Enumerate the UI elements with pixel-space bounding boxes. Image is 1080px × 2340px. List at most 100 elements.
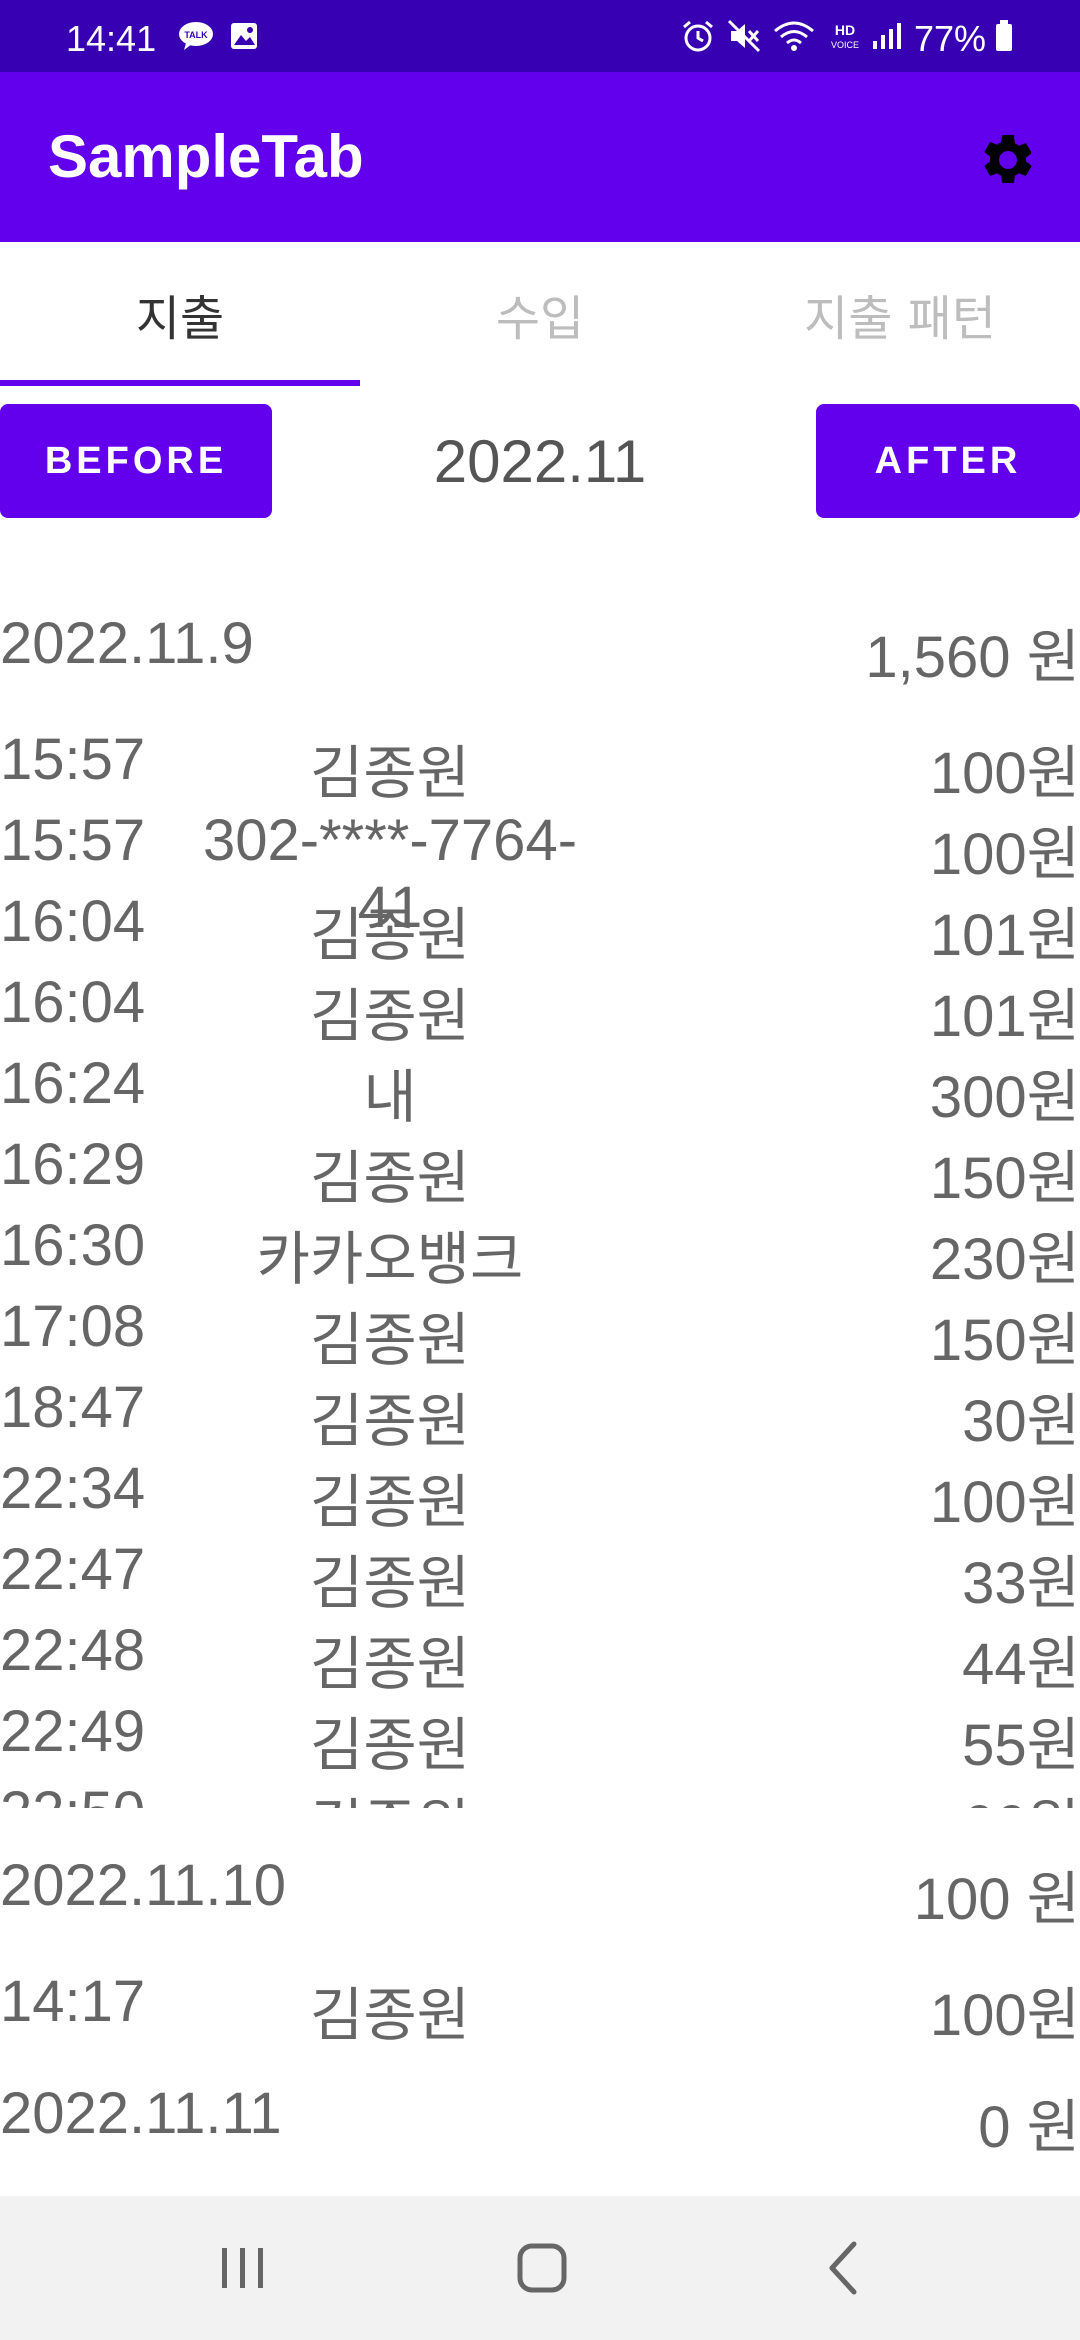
tx-time: 22:50 <box>0 1779 145 1808</box>
tx-amount: 100원 <box>929 1470 1080 1535</box>
transaction-row[interactable]: 22:34 김종원 100원 <box>0 1455 1080 1536</box>
transaction-row[interactable]: 15:57 김종원 100원 <box>0 726 1080 807</box>
tx-time: 22:49 <box>0 1699 146 1764</box>
tx-name: 김종원 <box>309 984 471 1049</box>
tx-time: 16:04 <box>0 889 146 954</box>
status-time: 14:41 <box>66 18 157 59</box>
tx-time: 16:29 <box>0 1132 146 1197</box>
transaction-row[interactable]: 16:04 김종원 101원 <box>0 888 1080 969</box>
tx-amount: 44원 <box>962 1632 1080 1697</box>
tx-name: 김종원 <box>309 1308 471 1373</box>
tx-amount: 55원 <box>962 1713 1080 1778</box>
tx-amount: 66원 <box>962 1779 1080 1808</box>
day-date: 2022.11.9 <box>0 611 254 676</box>
tx-amount: 150원 <box>929 1308 1080 1373</box>
tab-bar: 지출 수입 지출 패턴 <box>0 242 1080 386</box>
transaction-row[interactable]: 22:48 김종원 44원 <box>0 1617 1080 1698</box>
signal-icon <box>870 20 902 52</box>
battery-icon <box>994 20 1014 52</box>
day-header[interactable]: 2022.11.10 100 원 <box>0 1852 1080 1932</box>
svg-text:TALK: TALK <box>184 30 208 40</box>
transaction-row[interactable]: 16:24 내 300원 <box>0 1050 1080 1131</box>
tx-name: 김종원 <box>309 1983 471 2048</box>
day-total: 100 원 <box>913 1867 1080 1932</box>
tx-amount: 100원 <box>929 741 1080 806</box>
day-date: 2022.11.10 <box>0 1853 286 1918</box>
tx-amount: 30원 <box>962 1389 1080 1454</box>
tx-amount: 100원 <box>929 1983 1080 2048</box>
settings-button[interactable] <box>978 130 1038 190</box>
tx-name: 김종원 <box>309 1632 471 1697</box>
app-bar: SampleTab <box>0 72 1080 242</box>
image-icon <box>228 20 260 52</box>
transaction-row[interactable]: 22:50 김종원 66원 <box>0 1779 1080 1808</box>
tx-name: 카카오뱅크 <box>256 1227 524 1292</box>
day-date: 2022.11.11 <box>0 2081 282 2146</box>
tx-time: 18:47 <box>0 1375 146 1440</box>
tx-amount: 230원 <box>929 1227 1080 1292</box>
back-button[interactable] <box>806 2236 886 2300</box>
tx-time: 16:30 <box>0 1213 146 1278</box>
home-button[interactable] <box>502 2236 582 2300</box>
recent-apps-icon <box>222 2248 263 2288</box>
transaction-row[interactable]: 16:30 카카오뱅크 230원 <box>0 1212 1080 1293</box>
svg-text:VOICE: VOICE <box>831 40 859 50</box>
tx-amount: 33원 <box>962 1551 1080 1616</box>
tx-time: 15:57 <box>0 808 146 873</box>
hd-voice-icon: HD VOICE <box>826 20 864 52</box>
day-total: 0 원 <box>978 2095 1080 2160</box>
transaction-row[interactable]: 15:57 302-****-7764-41 100원 <box>0 807 1080 940</box>
tx-amount: 150원 <box>929 1146 1080 1211</box>
talk-icon: TALK <box>178 20 214 52</box>
home-icon <box>517 2243 567 2293</box>
tx-name: 내 <box>363 1065 417 1130</box>
day-header[interactable]: 2022.11.11 0 원 <box>0 2080 1080 2160</box>
system-nav-bar <box>0 2196 1080 2340</box>
tx-time: 22:47 <box>0 1537 146 1602</box>
current-month: 2022.11 <box>433 427 647 495</box>
mute-icon <box>726 19 762 53</box>
tab-expense-pattern[interactable]: 지출 패턴 <box>804 291 996 347</box>
tx-amount: 300원 <box>929 1065 1080 1130</box>
tx-amount: 101원 <box>929 984 1080 1049</box>
tx-name: 김종원 <box>180 1779 600 1808</box>
status-bar: 14:41 TALK HD VOICE 77% <box>0 0 1080 72</box>
transaction-row[interactable]: 18:47 김종원 30원 <box>0 1374 1080 1455</box>
transaction-row[interactable]: 14:17 김종원 100원 <box>0 1968 1080 2049</box>
tab-expense[interactable]: 지출 <box>135 291 225 347</box>
after-button[interactable]: AFTER <box>816 404 1080 518</box>
tx-name: 김종원 <box>309 741 471 806</box>
recent-apps-button[interactable] <box>202 2236 282 2300</box>
tx-time: 16:24 <box>0 1051 146 1116</box>
back-icon <box>829 2241 857 2295</box>
tx-time: 15:57 <box>0 727 146 792</box>
tx-amount: 100원 <box>929 822 1080 887</box>
transaction-row[interactable]: 22:49 김종원 55원 <box>0 1698 1080 1779</box>
tx-time: 17:08 <box>0 1294 146 1359</box>
tx-time: 22:34 <box>0 1456 146 1521</box>
before-button[interactable]: BEFORE <box>0 404 272 518</box>
tx-time: 16:04 <box>0 970 146 1035</box>
transaction-list[interactable]: 15:57 김종원 100원 15:57 302-****-7764-41 100원 1… <box>0 726 1080 1808</box>
tx-name: 김종원 <box>309 1713 471 1778</box>
battery-percent: 77% <box>914 18 987 59</box>
tx-time: 14:17 <box>0 1969 146 2034</box>
day-total: 1,560 원 <box>865 625 1080 690</box>
transaction-row[interactable]: 22:47 김종원 33원 <box>0 1536 1080 1617</box>
transaction-row[interactable]: 17:08 김종원 150원 <box>0 1293 1080 1374</box>
gear-icon <box>984 134 1032 183</box>
tx-name: 김종원 <box>309 1389 471 1454</box>
tx-name: 김종원 <box>309 1470 471 1535</box>
svg-text:HD: HD <box>835 22 855 38</box>
day-header[interactable]: 2022.11.9 1,560 원 <box>0 610 1080 690</box>
tab-indicator <box>0 380 360 386</box>
tx-time: 22:48 <box>0 1618 146 1683</box>
tab-income[interactable]: 수입 <box>495 291 585 347</box>
wifi-icon <box>772 20 816 52</box>
tx-name: 김종원 <box>309 1146 471 1211</box>
tx-name: 302-****-7764-41 <box>202 808 578 940</box>
transaction-row[interactable]: 16:04 김종원 101원 <box>0 969 1080 1050</box>
transaction-row[interactable]: 16:29 김종원 150원 <box>0 1131 1080 1212</box>
tx-amount: 101원 <box>929 903 1080 968</box>
transaction-list[interactable]: 14:17 김종원 100원 <box>0 1968 1080 2049</box>
